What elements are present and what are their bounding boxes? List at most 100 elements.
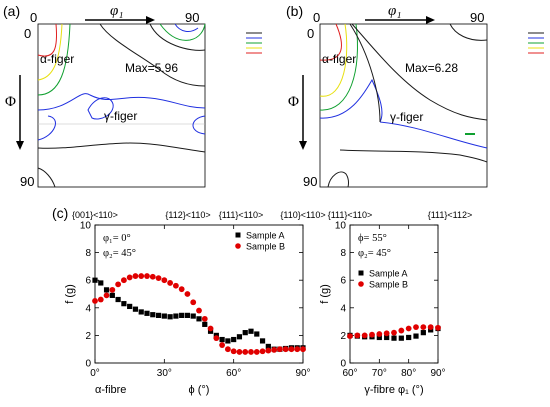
contour-legend-b xyxy=(528,32,544,54)
y-tick-label: 6 xyxy=(85,276,91,287)
data-point-sample-b xyxy=(361,332,368,339)
x-axis-title: ϕ (°) xyxy=(189,384,210,396)
data-point-sample-a xyxy=(173,313,179,319)
data-point-sample-b xyxy=(347,333,353,339)
alpha-label-b: α-figer xyxy=(322,52,356,66)
phi1-start-a: 0 xyxy=(30,10,37,25)
Phi-end-a: 90 xyxy=(20,174,34,189)
alpha-fibre-chart: 0° 30° 60° 90° 0 2 4 6 8 10 f (g) {001}<110> {112}<1… xyxy=(64,210,326,396)
data-point-sample-b xyxy=(242,349,249,355)
data-point-sample-b xyxy=(155,275,162,282)
data-point-sample-b xyxy=(236,349,243,355)
fibre-annotation: φ₁= 0° xyxy=(103,233,131,244)
x-tick-label: 30° xyxy=(157,368,172,379)
alpha-label-a: α-figer xyxy=(40,52,74,66)
data-point-sample-b xyxy=(92,298,98,304)
data-point-sample-a xyxy=(167,314,173,320)
data-point-sample-a xyxy=(413,333,419,339)
x-tick-label: 90° xyxy=(430,368,445,379)
data-point-sample-a xyxy=(115,296,121,303)
data-point-sample-b xyxy=(259,348,266,355)
data-point-sample-a xyxy=(150,312,156,318)
Phi-arrowhead-a xyxy=(16,141,24,150)
fibre-orientation-label: {111}<110> xyxy=(219,210,264,220)
data-point-sample-b xyxy=(97,296,104,303)
x-tick-label: 0° xyxy=(90,368,100,379)
odf-frame-b xyxy=(319,23,488,188)
data-point-sample-b xyxy=(435,324,441,331)
gamma-fibre-chart: 60° 70° 80° 90° 0 2 4 6 8 10 f (g) {111}<110> {111}<… xyxy=(319,210,472,396)
legend-label: Sample B xyxy=(246,242,285,252)
data-point-sample-b xyxy=(184,291,191,297)
contour-blue-b xyxy=(319,78,488,149)
data-point-sample-b xyxy=(138,273,145,279)
data-point-sample-b xyxy=(219,342,226,348)
y-tick-label: 10 xyxy=(335,221,347,232)
data-point-sample-b xyxy=(276,346,283,353)
data-point-sample-b xyxy=(413,324,419,331)
fibre-annotation: φ₂= 45° xyxy=(103,248,136,259)
legend-label: Sample B xyxy=(369,280,408,290)
gamma-label-b: γ-figer xyxy=(390,110,423,124)
data-point-sample-a xyxy=(109,292,115,298)
gamma-label-a: γ-figer xyxy=(104,109,137,123)
phi1-arrowhead-a xyxy=(146,16,155,24)
contour-black-tr-a xyxy=(149,23,206,51)
data-point-sample-b xyxy=(300,346,306,353)
odf-frame-a xyxy=(37,23,206,188)
data-point-sample-a xyxy=(144,310,150,316)
contour-yellow-b xyxy=(319,23,348,97)
phi1-end-b: 90 xyxy=(470,10,484,25)
contour-green-a xyxy=(37,23,71,96)
data-point-sample-a xyxy=(219,336,225,343)
data-point-sample-a xyxy=(391,335,397,341)
contour-black-mid-b xyxy=(349,23,381,123)
data-point-sample-b xyxy=(248,349,254,355)
fibre-annotation: φ₂= 45° xyxy=(358,248,391,259)
contour-red-a xyxy=(37,23,57,57)
data-point-sample-a xyxy=(121,301,127,307)
data-point-sample-b xyxy=(172,282,179,289)
contour-black-bl-a xyxy=(37,167,56,188)
Phi-end-b: 90 xyxy=(303,174,317,189)
x-axis-caption: α-fibre xyxy=(95,384,126,396)
data-point-sample-b xyxy=(253,349,260,355)
y-tick-label: 4 xyxy=(340,303,346,314)
data-point-sample-a xyxy=(384,334,390,341)
legend-marker-sample-b xyxy=(358,281,364,287)
data-point-sample-a xyxy=(196,316,202,322)
x-tick-label: 60° xyxy=(342,368,357,379)
legend-label: Sample A xyxy=(246,231,285,241)
y-tick-label: 2 xyxy=(340,331,346,342)
data-point-sample-b xyxy=(265,347,272,354)
data-point-sample-b xyxy=(120,277,127,284)
data-point-sample-b xyxy=(196,307,202,314)
plot-frame xyxy=(349,224,439,364)
y-tick-label: 10 xyxy=(80,221,92,232)
fibre-orientation-label: {112}<110> xyxy=(165,210,210,220)
data-point-sample-a xyxy=(155,312,162,318)
data-point-sample-a xyxy=(406,334,412,341)
x-tick-label: 80° xyxy=(401,368,416,379)
contour-black-upper-b xyxy=(351,23,488,121)
data-point-sample-b xyxy=(126,274,133,281)
data-point-sample-a xyxy=(398,335,404,341)
data-point-sample-a xyxy=(259,338,266,344)
data-point-sample-b xyxy=(190,299,197,306)
data-point-sample-a xyxy=(179,312,185,318)
data-point-sample-b xyxy=(383,330,390,337)
contour-black-bl-b xyxy=(327,171,349,188)
data-point-sample-a xyxy=(92,277,98,283)
data-point-sample-b xyxy=(224,346,231,353)
contour-black-tr-b xyxy=(449,23,488,41)
data-point-sample-a xyxy=(103,287,110,293)
fibre-annotation: ϕ= 55° xyxy=(358,233,387,244)
data-point-sample-a xyxy=(236,334,243,340)
odf-panel-b: (b) 0 φ₁ 90 0 Φ 90 Max=6.28 α-figer γ-fi… xyxy=(286,3,544,189)
legend-marker-sample-a xyxy=(358,270,364,276)
Phi-start-a: 0 xyxy=(24,26,31,41)
contour-black-lower-b xyxy=(339,149,488,163)
contour-green-b xyxy=(319,23,358,111)
data-point-sample-a xyxy=(190,313,196,319)
